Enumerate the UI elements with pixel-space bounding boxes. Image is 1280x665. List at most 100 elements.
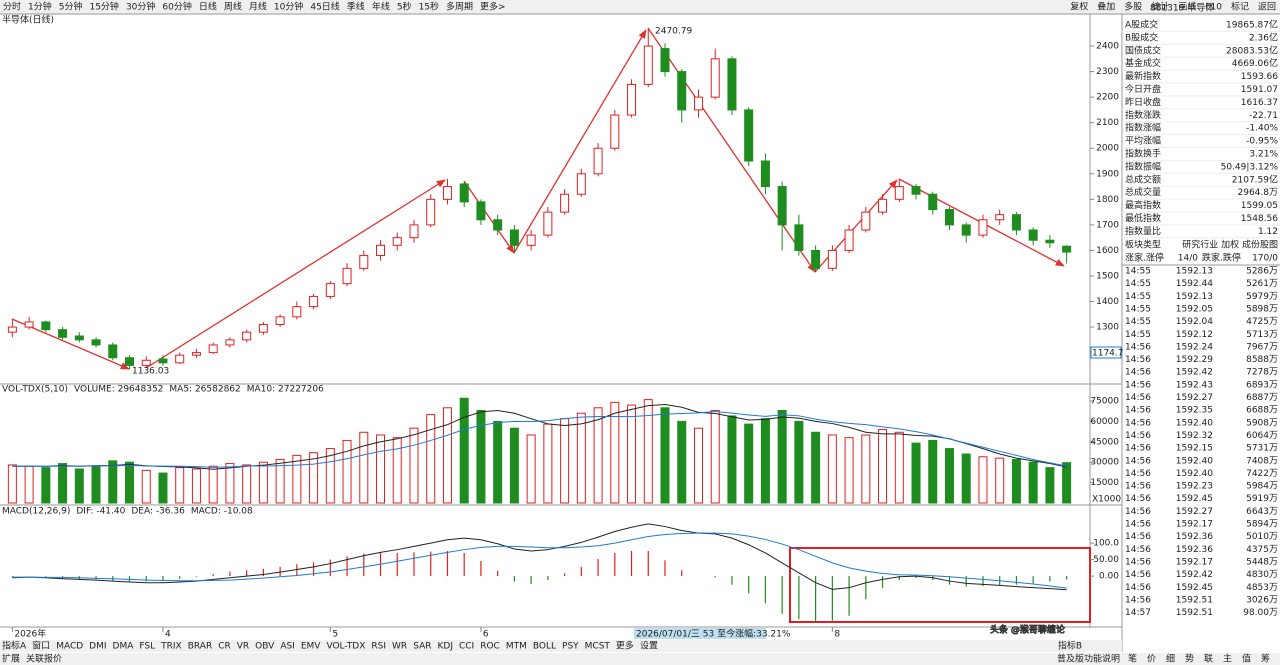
tool-button[interactable]: 叠加 xyxy=(1097,2,1115,13)
footer-icon[interactable]: 细 xyxy=(1166,653,1175,665)
toolbar-bg xyxy=(0,0,1280,14)
indicator-tab[interactable]: CR xyxy=(218,642,231,652)
tool-button[interactable]: 标记 xyxy=(1231,1,1249,13)
indicator-header: DIF: -41.40 xyxy=(76,507,125,517)
x-tick-label: 8 xyxy=(834,630,840,640)
volume-bar xyxy=(1062,462,1072,504)
period-button[interactable]: 年线 xyxy=(372,1,390,13)
volume-bar xyxy=(208,465,218,504)
footer-icon[interactable]: 值 xyxy=(1242,653,1251,665)
indicator-tab[interactable]: SAR xyxy=(413,642,431,652)
indicator-tab[interactable]: PSY xyxy=(562,642,579,652)
y-tick-label: 2200 xyxy=(1096,93,1119,103)
volume-bar xyxy=(175,467,185,504)
candle-body xyxy=(727,58,737,111)
trade-time: 14:55 xyxy=(1125,292,1151,302)
indicator-tab[interactable]: 指标A xyxy=(2,640,27,652)
indicator-tab[interactable]: DMI xyxy=(89,642,106,652)
indicator-tab[interactable]: BRAR xyxy=(188,642,212,652)
indicator-tab[interactable]: MTM xyxy=(506,642,527,652)
footer-icon[interactable]: 势 xyxy=(1185,653,1194,665)
quote-label: A股成交 xyxy=(1125,19,1158,31)
indicator-tab[interactable]: 窗口 xyxy=(32,640,50,652)
tool-button[interactable]: 多股 xyxy=(1124,1,1142,13)
indicator-tab[interactable]: BOLL xyxy=(533,642,556,652)
indicator-tab[interactable]: RSI xyxy=(371,642,386,652)
volume-bar xyxy=(928,439,938,504)
footer-link[interactable]: 普及版功能说明 xyxy=(1057,653,1120,665)
footer-icon[interactable]: 联 xyxy=(1204,654,1213,665)
indicator-tab[interactable]: EMV xyxy=(301,642,321,652)
indicator-tab[interactable]: KDJ xyxy=(437,642,453,652)
tool-button[interactable]: F10 xyxy=(1205,3,1222,13)
period-button[interactable]: 日线 xyxy=(199,1,217,13)
period-button[interactable]: 60分钟 xyxy=(162,1,191,13)
quote-value: 19865.87亿 xyxy=(1226,19,1278,31)
volume-bar xyxy=(727,415,737,504)
indicator-tab[interactable]: MACD xyxy=(56,642,83,652)
trade-time: 14:56 xyxy=(1125,456,1151,466)
tool-button[interactable]: 返回 xyxy=(1258,1,1276,13)
indicator-header: MA10: 27227206 xyxy=(247,385,324,395)
indicator-tab[interactable]: FSL xyxy=(139,642,155,652)
footer-tab[interactable]: 关联报价 xyxy=(26,653,62,665)
footer-icon[interactable]: 主 xyxy=(1223,653,1232,665)
candle-body xyxy=(560,193,570,213)
y-tick-label: 15000 xyxy=(1090,478,1119,488)
period-button[interactable]: 周线 xyxy=(224,1,242,13)
candle-body xyxy=(1011,214,1021,231)
indicator-tab[interactable]: 设置 xyxy=(640,641,658,652)
trade-price: 1592.40 xyxy=(1176,456,1213,466)
indicator-tab[interactable]: 指标B xyxy=(1058,640,1082,652)
cursor-price-bg xyxy=(1090,346,1122,359)
period-button[interactable]: 15分钟 xyxy=(89,1,118,13)
info-bg xyxy=(634,628,766,639)
period-button[interactable]: 多周期 xyxy=(446,1,473,13)
candle-body xyxy=(325,283,335,297)
tool-button[interactable]: 画线 xyxy=(1178,1,1196,13)
indicator-tab[interactable]: 更多 xyxy=(616,640,634,652)
period-button[interactable]: 10分钟 xyxy=(274,1,303,13)
period-button[interactable]: 15秒 xyxy=(419,1,439,13)
indicator-tab[interactable]: DMA xyxy=(113,642,135,652)
trade-volume: 5894万 xyxy=(1246,520,1278,530)
quote-label: 最高指数 xyxy=(1125,199,1161,211)
indicator-tab[interactable]: OBV xyxy=(255,642,275,652)
trend-arrow xyxy=(145,179,446,369)
indicator-tab[interactable]: ASI xyxy=(280,642,295,652)
indicator-tab[interactable]: ROC xyxy=(480,642,500,652)
indicator-tab[interactable]: TRIX xyxy=(160,642,182,652)
period-button[interactable]: 分时 xyxy=(3,1,21,13)
period-button[interactable]: 月线 xyxy=(249,1,267,13)
footer-icon[interactable]: 价 xyxy=(1147,654,1156,665)
indicator-tab[interactable]: VOL-TDX xyxy=(326,642,365,652)
period-button[interactable]: 5秒 xyxy=(397,1,412,13)
indicator-tab[interactable]: VR xyxy=(237,642,249,652)
y-tick-label: 1300 xyxy=(1096,323,1119,333)
indicator-tab[interactable]: WR xyxy=(392,642,407,652)
period-button[interactable]: 更多> xyxy=(480,1,506,13)
period-button[interactable]: 45日线 xyxy=(310,1,339,13)
trend-arrow xyxy=(513,29,647,254)
chart-title: 半导体(日线) xyxy=(2,14,54,26)
indicator-line xyxy=(12,523,1067,591)
indicator-tab[interactable]: MCST xyxy=(585,642,611,652)
trade-volume: 7408万 xyxy=(1246,456,1278,466)
candle-body xyxy=(476,201,486,221)
trade-volume: 6643万 xyxy=(1246,507,1278,517)
tool-button[interactable]: 统计 xyxy=(1151,1,1169,13)
period-button[interactable]: 5分钟 xyxy=(59,1,83,13)
period-button[interactable]: 季线 xyxy=(347,1,365,13)
footer-icon[interactable]: 笔 xyxy=(1128,653,1137,665)
tool-button[interactable]: 复权 xyxy=(1070,1,1088,13)
volume-bar xyxy=(811,431,821,504)
period-button[interactable]: 30分钟 xyxy=(126,1,155,13)
sector-links[interactable]: 研究行业 加权 成份股图 xyxy=(1182,239,1278,251)
trade-price: 1592.45 xyxy=(1176,494,1213,504)
indicator-tab[interactable]: CCI xyxy=(459,642,474,652)
trade-volume: 5984万 xyxy=(1246,482,1278,492)
volume-bar xyxy=(91,465,101,504)
period-button[interactable]: 1分钟 xyxy=(28,1,52,13)
footer-tab[interactable]: 扩展 xyxy=(2,653,20,665)
footer-icon[interactable]: 筹 xyxy=(1261,653,1270,665)
